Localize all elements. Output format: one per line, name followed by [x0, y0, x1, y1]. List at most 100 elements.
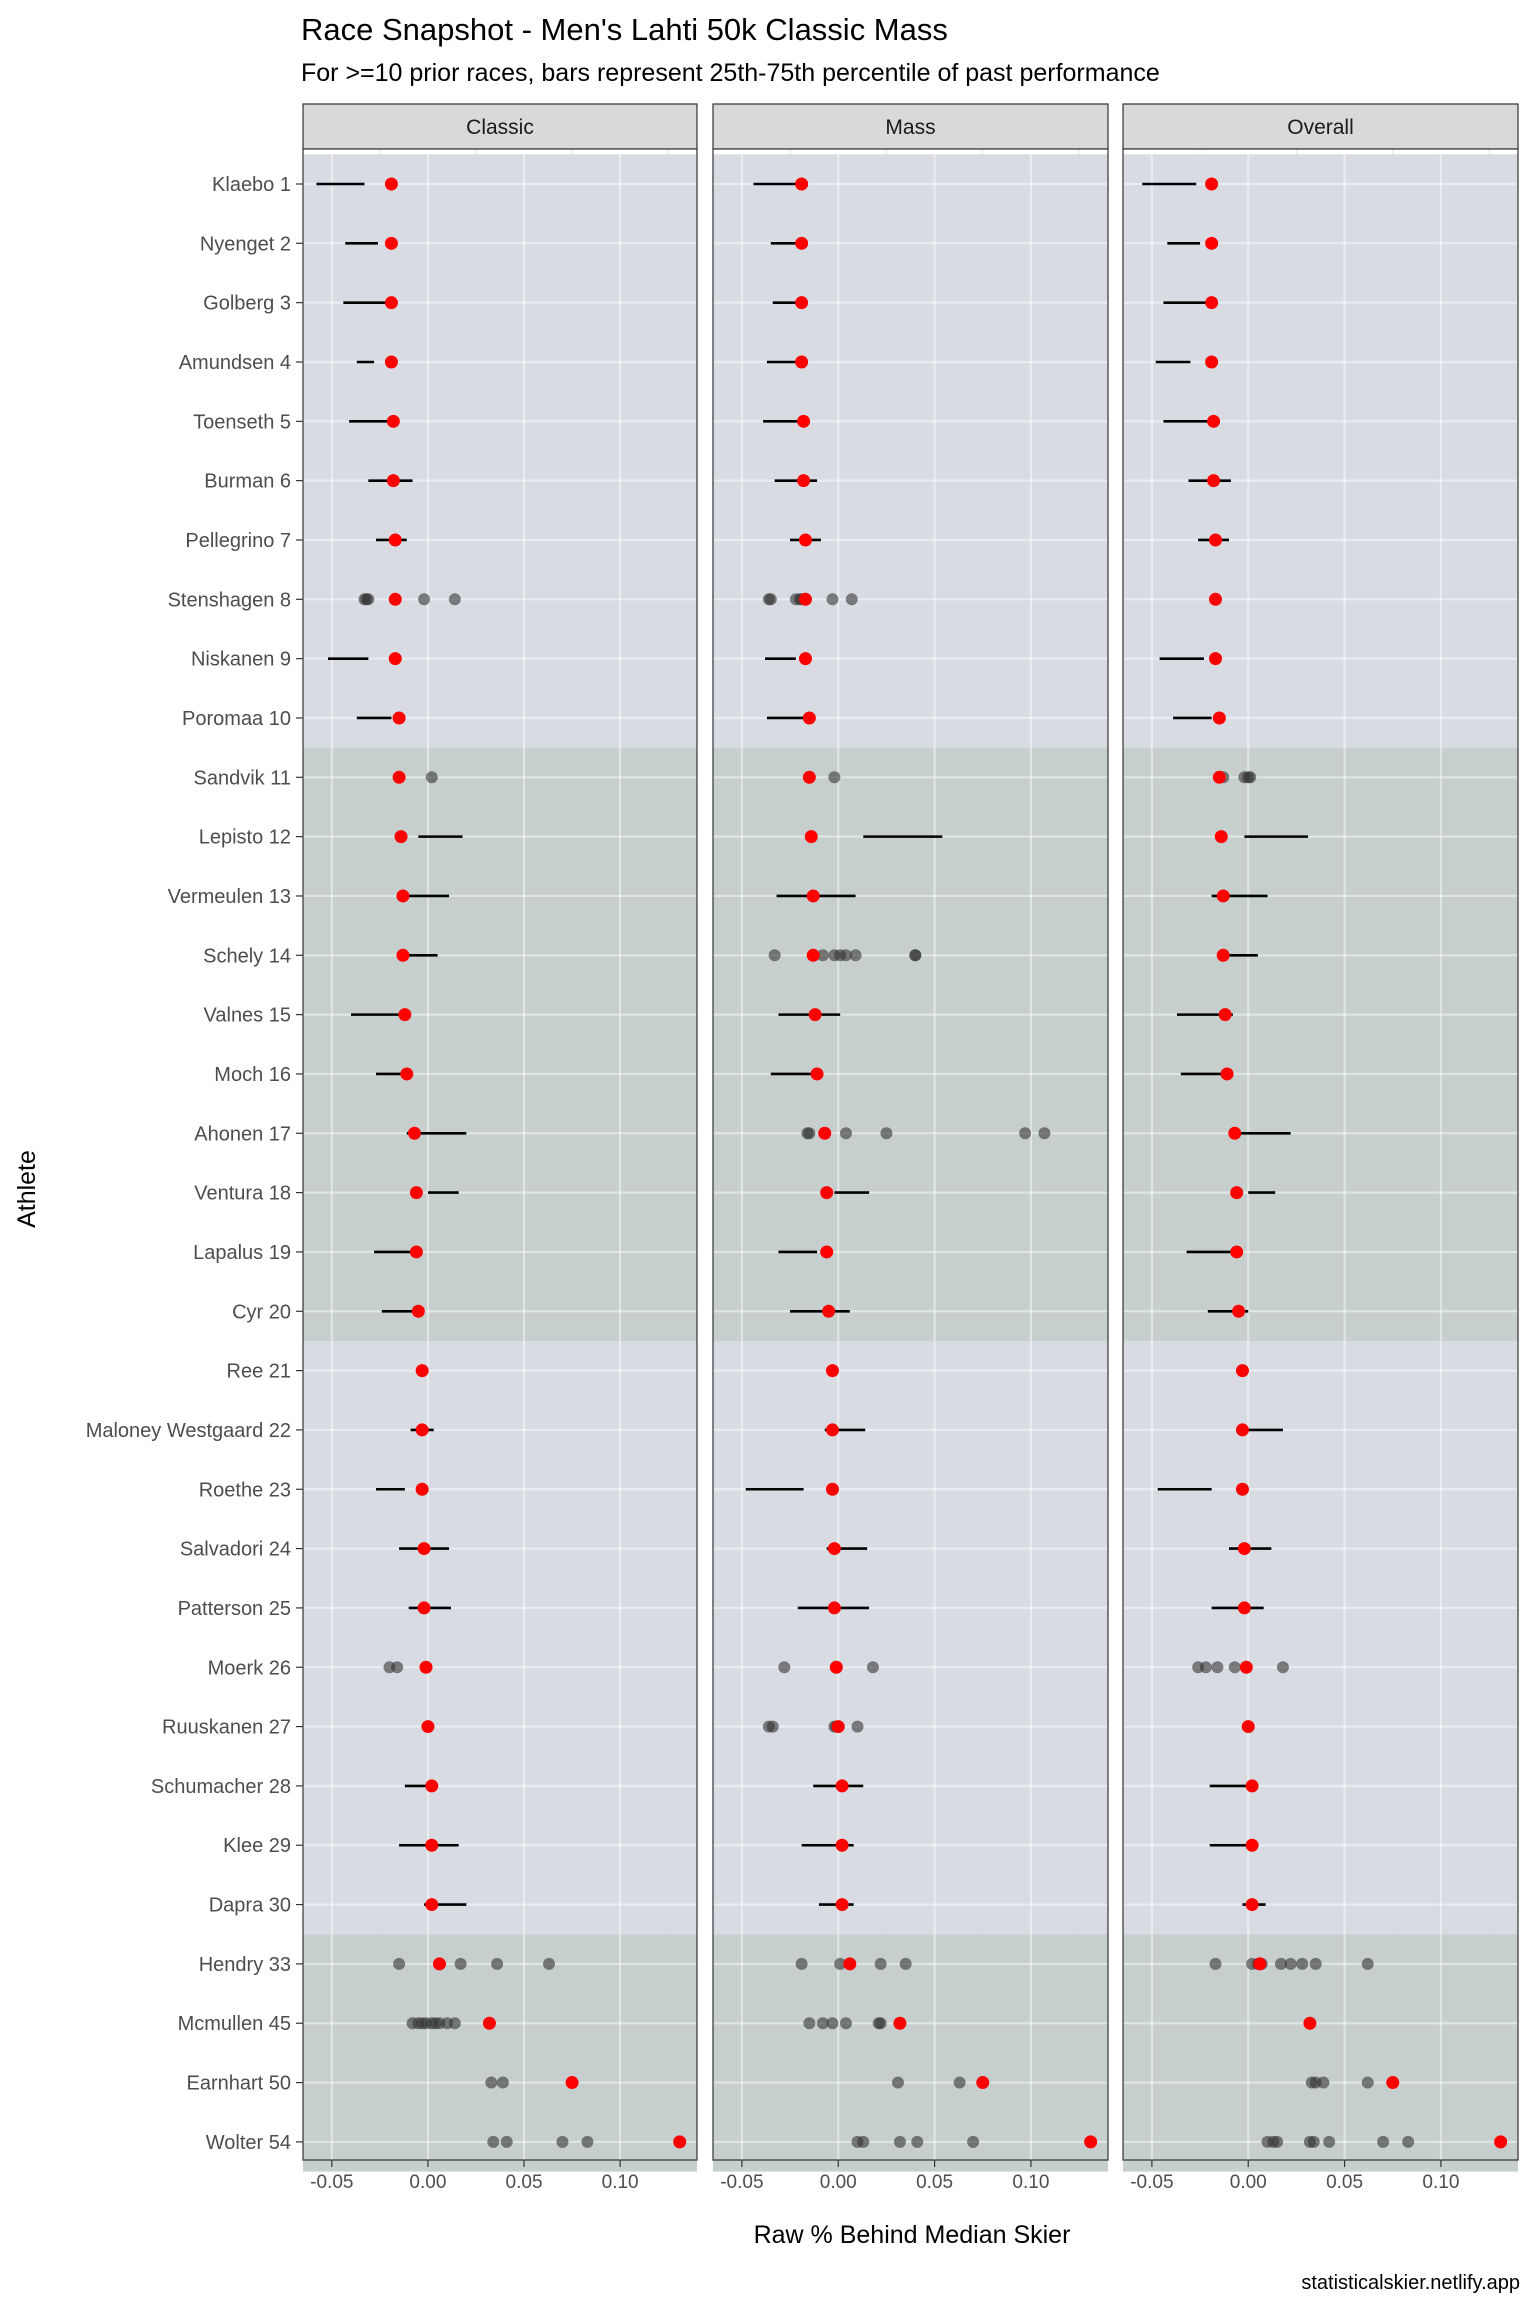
expected-result-point	[1216, 948, 1230, 962]
past-result-point	[766, 1720, 779, 1733]
expected-result-point	[835, 1898, 849, 1912]
past-result-point	[874, 1957, 887, 1970]
past-result-point	[899, 1957, 912, 1970]
expected-result-point	[1386, 2076, 1400, 2090]
athlete-label: Golberg 3	[203, 293, 291, 315]
expected-result-point	[432, 1957, 446, 1971]
past-result-point	[891, 2076, 904, 2089]
strip-label: Classic	[466, 116, 534, 139]
expected-result-point	[1303, 2016, 1317, 2030]
past-result-point	[795, 1957, 808, 1970]
past-result-point	[487, 2135, 500, 2148]
expected-result-point	[1212, 770, 1226, 784]
x-tick-label: 0.00	[409, 2172, 446, 2193]
athlete-label: Burman 6	[204, 471, 291, 493]
rank-band	[303, 154, 697, 748]
expected-result-point	[843, 1957, 857, 1971]
expected-result-point	[835, 1838, 849, 1852]
past-result-point	[803, 1127, 816, 1140]
past-result-point	[764, 593, 777, 606]
expected-result-point	[1216, 889, 1230, 903]
past-result-point	[1199, 1661, 1212, 1674]
panel-overall: Overall -0.05 0.00 0.05 0.10	[1122, 103, 1519, 2193]
athlete-label: Klaebo 1	[212, 174, 291, 196]
athlete-label: Lepisto 12	[199, 827, 291, 849]
strip-overall	[1122, 103, 1519, 150]
athlete-label: Cyr 20	[232, 1301, 291, 1323]
expected-result-point	[398, 1008, 412, 1022]
past-result-point	[967, 2135, 980, 2148]
athlete-label: Poromaa 10	[182, 708, 291, 730]
athlete-label: Stenshagen 8	[168, 589, 291, 611]
expected-result-point	[1228, 1126, 1242, 1140]
past-result-point	[543, 1957, 556, 1970]
x-tick-label: 0.05	[506, 2172, 543, 2193]
past-result-point	[1244, 771, 1257, 784]
athlete-label: Dapra 30	[209, 1895, 291, 1917]
expected-result-point	[411, 1304, 425, 1318]
expected-result-point	[1205, 296, 1219, 310]
past-result-point	[1276, 1661, 1289, 1674]
expected-result-point	[407, 1126, 421, 1140]
expected-result-point	[893, 2016, 907, 2030]
expected-result-point	[1230, 1245, 1244, 1259]
past-result-point	[768, 949, 781, 962]
past-result-point	[418, 593, 431, 606]
expected-result-point	[1218, 1008, 1232, 1022]
panel-border	[712, 148, 1109, 2161]
past-result-point	[845, 593, 858, 606]
past-result-point	[391, 1661, 404, 1674]
expected-result-point	[419, 1660, 433, 1674]
expected-result-point	[425, 1838, 439, 1852]
expected-result-point	[415, 1364, 429, 1378]
athlete-label: Moch 16	[214, 1064, 291, 1086]
athlete-label: Salvadori 24	[180, 1539, 291, 1561]
past-result-point	[803, 2017, 816, 2030]
expected-result-point	[1205, 236, 1219, 250]
expected-result-point	[388, 592, 402, 606]
x-tick-label: -0.05	[1130, 2172, 1173, 2193]
expected-result-point	[1253, 1957, 1267, 1971]
x-tick-label: 0.00	[1230, 2172, 1267, 2193]
past-result-point	[909, 949, 922, 962]
expected-result-point	[417, 1542, 431, 1556]
expected-result-point	[392, 770, 406, 784]
athlete-label: Ruuskanen 27	[162, 1717, 291, 1739]
past-result-point	[839, 1127, 852, 1140]
expected-result-point	[388, 533, 402, 547]
past-result-point	[448, 2017, 461, 2030]
expected-result-point	[1207, 474, 1221, 488]
expected-result-point	[818, 1126, 832, 1140]
expected-result-point	[394, 830, 408, 844]
past-result-point	[1275, 1957, 1287, 1970]
past-result-point	[1296, 1957, 1309, 1970]
strip-mass	[712, 103, 1109, 150]
expected-result-point	[795, 177, 809, 191]
expected-result-point	[1084, 2135, 1098, 2149]
athlete-label: Lapalus 19	[193, 1242, 291, 1264]
x-tick-label: 0.10	[602, 2172, 639, 2193]
x-tick-label: 0.05	[1326, 2172, 1363, 2193]
expected-result-point	[421, 1720, 435, 1734]
past-result-point	[1323, 2135, 1336, 2148]
past-result-point	[1228, 1661, 1241, 1674]
expected-result-point	[829, 1660, 843, 1674]
rank-band	[1123, 747, 1518, 1341]
past-result-point	[491, 1957, 504, 1970]
past-result-point	[1284, 1957, 1297, 1970]
past-result-point	[1271, 2135, 1284, 2148]
athlete-label: Pellegrino 7	[185, 530, 291, 552]
expected-result-point	[831, 1720, 845, 1734]
athlete-label: Wolter 54	[206, 2132, 291, 2154]
expected-result-point	[825, 1364, 839, 1378]
y-axis-title: Athlete	[13, 1150, 41, 1228]
chart-title: Race Snapshot - Men's Lahti 50k Classic …	[301, 12, 948, 47]
expected-result-point	[806, 889, 820, 903]
expected-result-point	[1205, 177, 1219, 191]
rank-band	[1123, 1340, 1518, 1935]
past-result-point	[393, 1957, 406, 1970]
expected-result-point	[976, 2076, 990, 2090]
x-tick-label: 0.05	[916, 2172, 953, 2193]
expected-result-point	[820, 1186, 834, 1200]
